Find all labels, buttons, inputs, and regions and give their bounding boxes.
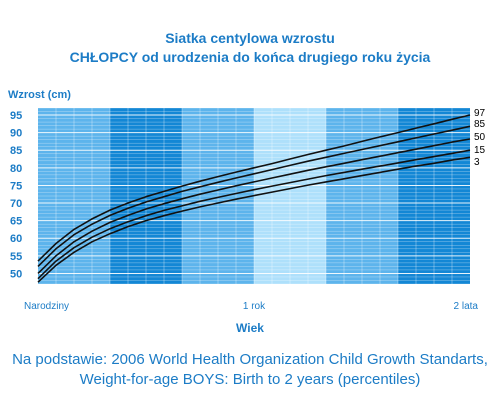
y-tick-label: 70 (10, 198, 22, 210)
series-label-15: 15 (474, 145, 486, 156)
y-tick-label: 95 (10, 110, 22, 122)
y-tick-label: 50 (10, 268, 22, 280)
percentile-line-15 (37, 149, 471, 280)
source-note-line2: Weight-for-age BOYS: Birth to 2 years (p… (79, 371, 421, 388)
chart-subtitle: CHŁOPCY od urodzenia do końca drugiego r… (69, 49, 431, 65)
percentile-line-85 (37, 125, 471, 267)
x-axis-label: Wiek (236, 321, 264, 335)
y-tick-label: 55 (10, 251, 22, 263)
y-tick-label: 60 (10, 233, 22, 245)
percentile-line-50 (37, 138, 471, 274)
percentile-line-3 (37, 156, 471, 283)
series-label-3: 3 (474, 157, 480, 168)
x-tick-label: 1 rok (243, 301, 266, 312)
x-tick-label: Narodziny (24, 301, 69, 312)
series-label-50: 50 (474, 132, 486, 143)
y-tick-label: 75 (10, 180, 22, 192)
series-label-97: 97 (474, 108, 486, 119)
chart-title: Siatka centylowa wzrostu (165, 30, 335, 46)
y-tick-label: 90 (10, 128, 22, 140)
series-label-85: 85 (474, 119, 486, 130)
y-tick-label: 65 (10, 216, 22, 228)
y-axis-label: Wzrost (cm) (8, 89, 71, 101)
y-tick-label: 85 (10, 145, 22, 157)
source-note-line1: Na podstawie: 2006 World Health Organiza… (12, 351, 488, 368)
y-tick-label: 80 (10, 163, 22, 175)
percentile-line-97 (37, 114, 471, 262)
x-tick-label: 2 lata (454, 301, 479, 312)
